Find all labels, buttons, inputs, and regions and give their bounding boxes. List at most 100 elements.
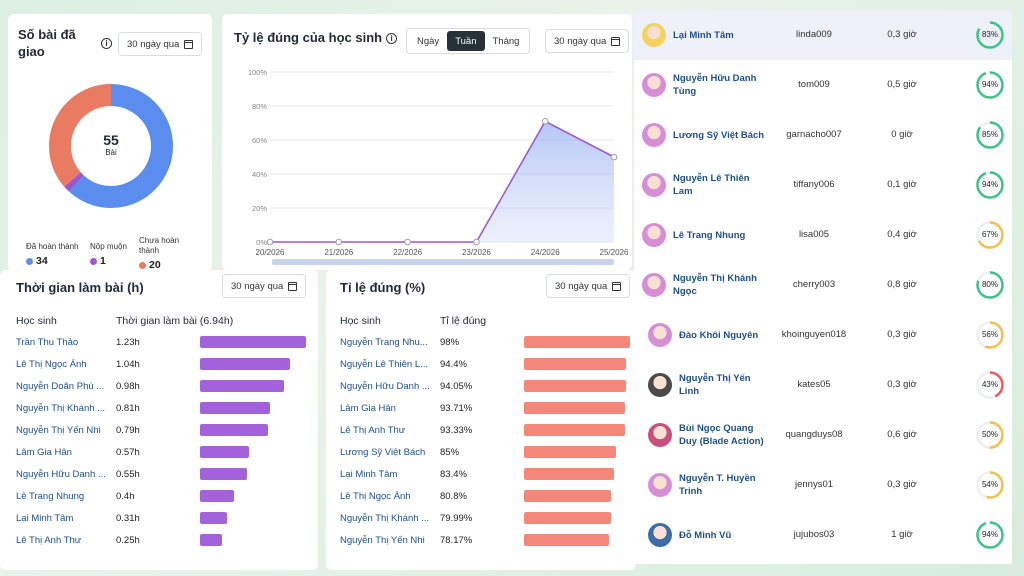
student-name[interactable]: Lương Sỹ Việt Bách	[340, 447, 426, 458]
data-point[interactable]	[335, 238, 343, 246]
tab-day[interactable]: Ngày	[417, 35, 440, 47]
table-row[interactable]: Trần Thu Thảo 1.23h	[0, 332, 318, 354]
student-name[interactable]: Đỗ Minh Vũ	[679, 529, 732, 541]
table-row[interactable]: Lê Thị Ngọc Ánh 80.8%	[326, 486, 636, 508]
student-row[interactable]: Đào Khôi Nguyên khoinguyen018 0,3 giờ 56%	[634, 310, 1012, 360]
student-name[interactable]: Nguyễn Hữu Danh Tùng	[673, 73, 757, 97]
student-name[interactable]: Nguyễn Thị Yến Nhi	[340, 535, 425, 546]
student-name[interactable]: Nguyễn Lê Thiên L...	[340, 359, 429, 370]
table-row[interactable]: Nguyễn Doãn Phú ... 0.98h	[0, 376, 318, 398]
table-row[interactable]: Nguyễn Hữu Danh ... 94.05%	[326, 376, 636, 398]
info-icon[interactable]: i	[386, 33, 398, 45]
student-name[interactable]: Lại Minh Tâm	[673, 29, 734, 41]
avatar	[648, 423, 672, 447]
student-name[interactable]: Nguyễn Thị Yến Linh	[679, 373, 751, 397]
student-name[interactable]: Lâm Gia Hân	[340, 403, 396, 414]
student-name[interactable]: Lê Trang Nhung	[16, 491, 85, 502]
row-value: 0.79h	[116, 425, 140, 436]
legend-value: 20	[139, 259, 161, 271]
student-row[interactable]: Đỗ Minh Vũ jujubos03 1 giờ 94%	[634, 510, 1012, 560]
student-name[interactable]: Nguyễn Lê Thiên Lam	[673, 173, 750, 197]
table-row[interactable]: Nguyễn Hữu Danh ... 0.55h	[0, 464, 318, 486]
range-select[interactable]: 30 ngày qua	[545, 29, 629, 53]
data-point[interactable]	[473, 238, 480, 246]
y-tick-label: 20%	[252, 204, 267, 213]
chart-scrollbar[interactable]	[272, 259, 614, 265]
range-select[interactable]: 30 ngày qua	[546, 274, 630, 298]
info-icon[interactable]: i	[101, 38, 112, 49]
table-row[interactable]: Nguyễn Trang Nhu... 98%	[326, 332, 636, 354]
student-name[interactable]: Trần Thu Thảo	[16, 337, 79, 348]
donut-unit: Bài	[105, 148, 117, 157]
row-value: 0.25h	[116, 535, 140, 546]
study-time: 0,3 giờ	[887, 329, 917, 340]
row-value: 80.8%	[440, 491, 467, 502]
student-name[interactable]: Nguyễn Thị Khánh ...	[16, 403, 106, 414]
student-row[interactable]: Bùi Ngọc Quang Duy (Blade Action) quangdu…	[634, 410, 1012, 460]
student-row[interactable]: Nguyễn Hữu Danh Tùng tom009 0,5 giờ 94%	[634, 60, 1012, 110]
student-name[interactable]: Lâm Gia Hân	[16, 447, 72, 458]
student-name[interactable]: Nguyễn T. Huyền Trinh	[679, 473, 756, 497]
table-row[interactable]: Lê Trang Nhung 0.4h	[0, 486, 318, 508]
student-row[interactable]: Nguyễn Lê Thiên Lam tiffany006 0,1 giờ 94%	[634, 160, 1012, 210]
student-name[interactable]: Nguyễn Doãn Phú ...	[16, 381, 105, 392]
student-row[interactable]: Nguyễn Thị Yến Linh kates05 0,3 giờ 43%	[634, 360, 1012, 410]
student-name[interactable]: Lê Thị Ngọc Ánh	[340, 491, 411, 502]
avatar	[642, 73, 666, 97]
data-point[interactable]	[541, 118, 549, 125]
table-row[interactable]: Lương Sỹ Việt Bách 85%	[326, 442, 636, 464]
progress-percent: 56%	[981, 330, 998, 339]
student-name[interactable]: Nguyễn Hữu Danh ...	[340, 381, 430, 392]
calendar-icon	[611, 36, 620, 46]
table-row[interactable]: Nguyễn Thị Yến Nhi 78.17%	[326, 530, 636, 552]
table-row[interactable]: Nguyễn Thị Khánh ... 0.81h	[0, 398, 318, 420]
study-time: 0,3 giờ	[887, 29, 917, 40]
student-row[interactable]: Nguyễn Thị Khánh Ngọc cherry003 0,8 giờ 80%	[634, 260, 1012, 310]
range-select[interactable]: 30 ngày qua	[118, 32, 202, 56]
x-tick-label: 21/2026	[324, 248, 353, 257]
data-point[interactable]	[404, 238, 411, 246]
y-tick-label: 80%	[252, 102, 267, 111]
table-row[interactable]: Lâm Gia Hân 93.71%	[326, 398, 636, 420]
calendar-icon	[612, 281, 621, 291]
tab-month[interactable]: Tháng	[492, 35, 520, 47]
data-point[interactable]	[266, 238, 274, 246]
student-name[interactable]: Nguyễn Thị Khánh ...	[340, 513, 430, 524]
table-row[interactable]: Lê Thị Anh Thư 0.25h	[0, 530, 318, 552]
student-row[interactable]: Lại Minh Tâm linda009 0,3 giờ 83%	[634, 10, 1012, 60]
student-name[interactable]: Nguyễn Thị Khánh Ngọc	[673, 273, 757, 297]
student-name[interactable]: Lê Thị Ngọc Ánh	[16, 359, 87, 370]
tab-week[interactable]: Tuần	[447, 31, 485, 51]
student-row[interactable]: Lê Trang Nhung lisa005 0,4 giờ 67%	[634, 210, 1012, 260]
username: kates05	[797, 379, 831, 390]
table-row[interactable]: Lê Thị Anh Thư 93.33%	[326, 420, 636, 442]
avatar	[648, 523, 672, 547]
student-name[interactable]: Lại Minh Tâm	[16, 513, 74, 524]
student-row[interactable]: Lương Sỹ Việt Bách garnacho007 0 giờ 85%	[634, 110, 1012, 160]
student-name[interactable]: Lê Thị Anh Thư	[16, 535, 82, 546]
student-row[interactable]: Nguyễn T. Huyền Trinh jennys01 0,3 giờ 54%	[634, 460, 1012, 510]
row-value: 0.4h	[116, 491, 135, 502]
student-name[interactable]: Lương Sỹ Việt Bách	[673, 129, 765, 141]
student-name[interactable]: Lê Trang Nhung	[673, 229, 746, 241]
student-name[interactable]: Nguyễn Trang Nhu...	[340, 337, 428, 348]
student-name[interactable]: Bùi Ngọc Quang Duy (Blade Action)	[679, 423, 764, 447]
student-name[interactable]: Đào Khôi Nguyên	[679, 329, 759, 341]
table-row[interactable]: Nguyễn Lê Thiên L... 94.4%	[326, 354, 636, 376]
row-value: 0.31h	[116, 513, 140, 524]
student-name[interactable]: Nguyễn Thị Yến Nhi	[16, 425, 101, 436]
table-row[interactable]: Lê Thị Ngọc Ánh 1.04h	[0, 354, 318, 376]
student-name[interactable]: Lê Thị Anh Thư	[340, 425, 406, 436]
student-name[interactable]: Lại Minh Tâm	[340, 469, 398, 480]
row-value: 0.55h	[116, 469, 140, 480]
table-row[interactable]: Lại Minh Tâm 83.4%	[326, 464, 636, 486]
progress-ring	[976, 321, 1004, 349]
table-row[interactable]: Nguyễn Thị Khánh ... 79.99%	[326, 508, 636, 530]
avatar	[648, 473, 672, 497]
range-select[interactable]: 30 ngày qua	[222, 274, 306, 298]
table-row[interactable]: Lại Minh Tâm 0.31h	[0, 508, 318, 530]
student-name[interactable]: Nguyễn Hữu Danh ...	[16, 469, 106, 480]
table-row[interactable]: Nguyễn Thị Yến Nhi 0.79h	[0, 420, 318, 442]
table-row[interactable]: Lâm Gia Hân 0.57h	[0, 442, 318, 464]
data-point[interactable]	[610, 153, 618, 161]
